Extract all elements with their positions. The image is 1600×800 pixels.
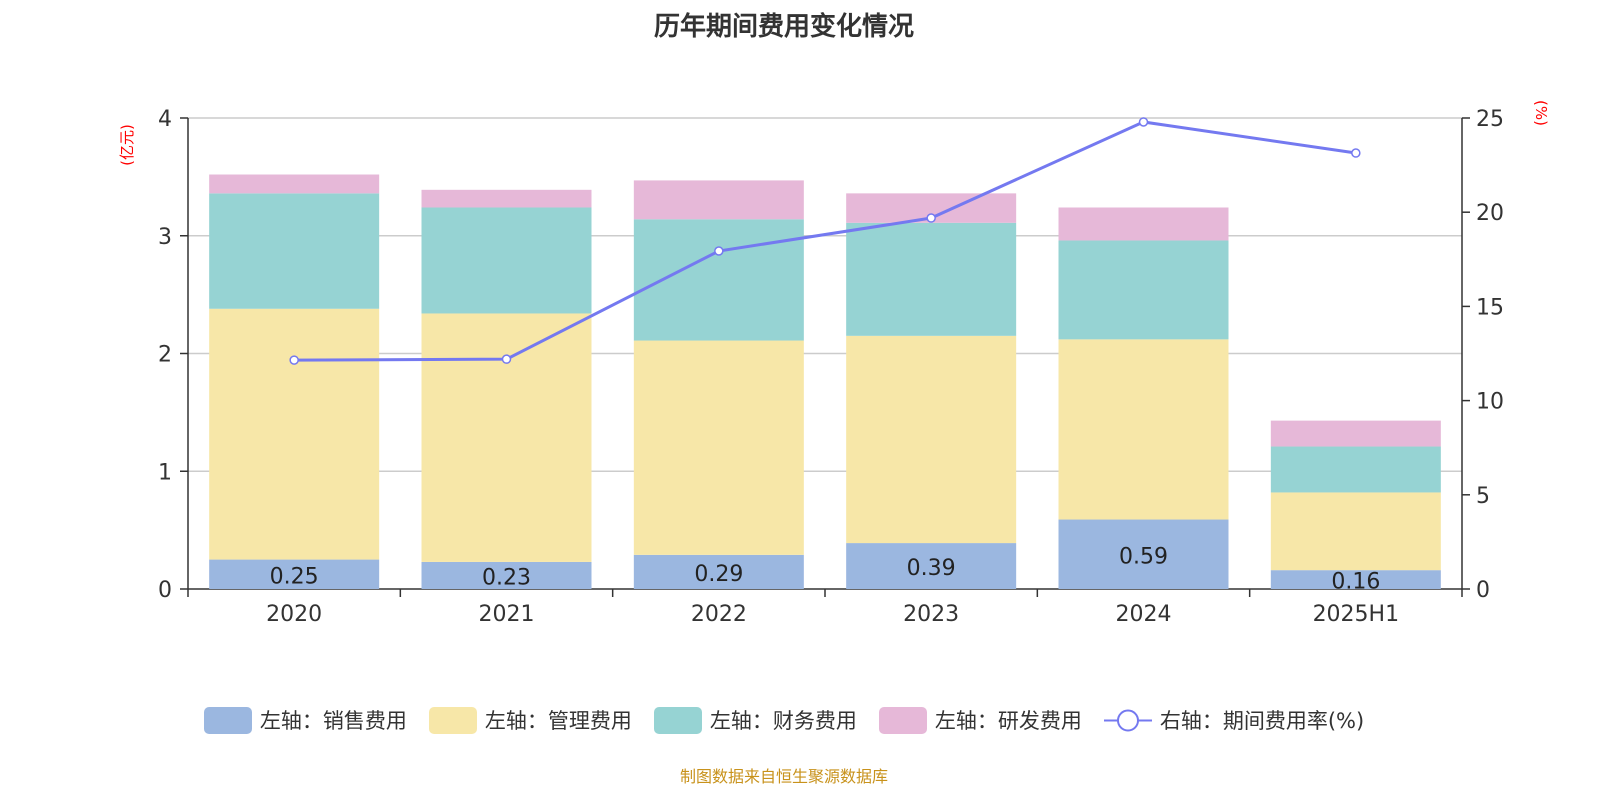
- bar-segment: [1270, 446, 1441, 493]
- bar-data-label: 0.29: [694, 562, 743, 587]
- right-tick-label: 0: [1476, 578, 1490, 603]
- bar-segment: [209, 193, 380, 309]
- rate-point: [501, 354, 512, 364]
- bar-segment: [1270, 570, 1441, 589]
- bar-segment: [209, 308, 380, 560]
- bar-segment: [421, 313, 592, 562]
- bar-segment: [1058, 519, 1229, 589]
- right-tick-label: 5: [1476, 484, 1490, 509]
- legend-item[interactable]: 左轴：财务费用: [653, 705, 857, 735]
- bar-segment: [209, 174, 380, 194]
- rate-point: [1351, 148, 1361, 158]
- bar-data-label: 0.25: [270, 564, 319, 589]
- x-tick-label: 2024: [1116, 602, 1172, 627]
- bar-segment: [421, 207, 592, 314]
- right-tick-label: 10: [1476, 390, 1504, 415]
- legend-item[interactable]: 左轴：销售费用: [203, 705, 407, 735]
- bar-segment: [1058, 240, 1229, 340]
- right-tick-label: 25: [1476, 107, 1504, 132]
- bar-segment: [1058, 207, 1229, 241]
- legend-swatch: [203, 706, 252, 734]
- bar-segment: [846, 543, 1017, 589]
- right-tick-label: 15: [1476, 295, 1504, 320]
- legend-label: 左轴：销售费用: [259, 709, 407, 733]
- legend-label: 左轴：财务费用: [709, 709, 857, 733]
- rate-point: [714, 246, 724, 256]
- x-tick-label: 2023: [903, 602, 959, 627]
- legend-item[interactable]: 左轴：管理费用: [428, 705, 632, 735]
- x-tick-label: 2025H1: [1313, 602, 1400, 627]
- bar-segment: [846, 335, 1017, 544]
- bar-data-label: 0.23: [482, 565, 531, 590]
- bar-segment: [1270, 420, 1441, 447]
- bar-segment: [421, 189, 592, 208]
- left-tick-label: 1: [158, 460, 172, 485]
- left-tick-label: 2: [158, 343, 172, 368]
- x-tick-label: 2020: [266, 602, 322, 627]
- x-tick-label: 2021: [479, 602, 535, 627]
- legend-line-marker-icon: [1103, 709, 1152, 731]
- legend-item[interactable]: 左轴：研发费用: [878, 705, 1082, 735]
- rate-point: [926, 213, 936, 223]
- bar-segment: [633, 340, 804, 555]
- legend-label: 右轴：期间费用率(%): [1159, 709, 1365, 733]
- right-tick-label: 20: [1476, 201, 1504, 226]
- bar-segment: [1270, 492, 1441, 571]
- bar-data-label: 0.39: [907, 556, 956, 581]
- left-tick-label: 0: [158, 578, 172, 603]
- rate-point: [1138, 117, 1149, 127]
- x-tick-label: 2022: [691, 602, 747, 627]
- bar-segment: [421, 561, 592, 589]
- bar-segment: [633, 554, 804, 589]
- legend: 左轴：销售费用 左轴：管理费用 左轴：财务费用 左轴：研发费用 右轴：期间费用率(%): [0, 705, 1568, 735]
- source-note: 制图数据来自恒生聚源数据库: [679, 767, 888, 786]
- legend-label: 左轴：研发费用: [934, 709, 1082, 733]
- legend-swatch: [428, 706, 477, 734]
- legend-swatch: [653, 706, 702, 734]
- bar-segment: [633, 180, 804, 220]
- bar-segment: [1058, 339, 1229, 520]
- bar-data-label: 0.59: [1119, 544, 1168, 569]
- bar-segment: [846, 222, 1017, 336]
- legend-swatch: [878, 706, 927, 734]
- bar-data-label: 0.16: [1331, 570, 1380, 595]
- chart-title: 历年期间费用变化情况: [653, 12, 914, 42]
- right-axis-unit: (%): [1532, 100, 1550, 126]
- bar-segment: [209, 559, 380, 589]
- legend-label: 左轴：管理费用: [484, 709, 632, 733]
- left-tick-label: 4: [158, 107, 172, 132]
- left-tick-label: 3: [158, 225, 172, 250]
- rate-line: [294, 120, 1357, 362]
- rate-point: [289, 355, 299, 365]
- legend-item[interactable]: 右轴：期间费用率(%): [1103, 705, 1365, 735]
- left-axis-unit: (亿元): [118, 124, 136, 166]
